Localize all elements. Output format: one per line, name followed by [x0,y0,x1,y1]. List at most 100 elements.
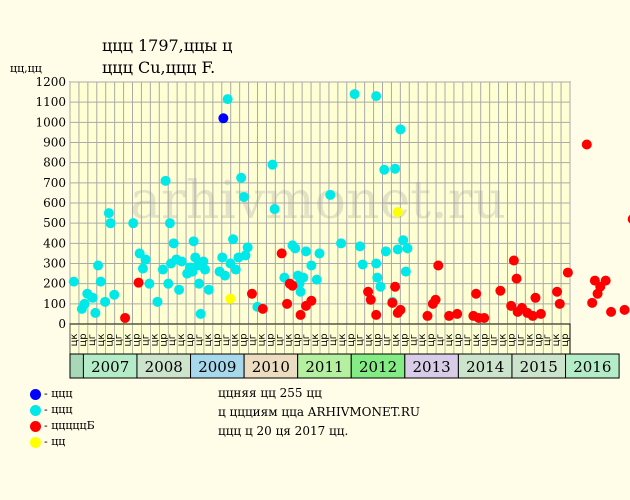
data-point [163,278,174,289]
half-year-label: цг [87,334,98,346]
y-tick-label: 700 [43,176,66,190]
legend-marker-cyan [30,405,41,416]
half-year-label: цк [96,334,107,347]
data-point [267,159,278,170]
data-point [152,296,163,307]
data-point [379,164,390,175]
data-point [380,246,391,257]
half-year-label: цр [265,333,276,346]
data-point [395,304,406,315]
data-point [554,298,565,309]
data-point [238,191,249,202]
year-label: 2009 [198,358,236,376]
half-year-label: цг [140,334,151,346]
data-point [371,309,382,320]
data-point [290,243,301,254]
half-year-label: цг [167,334,178,346]
half-year-label: цр [533,333,544,346]
data-point [363,286,374,297]
legend-label-red: - цццццБ [44,419,95,432]
y-tick-label: 300 [43,257,66,271]
data-point [298,272,309,283]
data-point [257,303,268,314]
data-point [306,295,317,306]
year-label: 2013 [413,358,451,376]
half-year-label: цг [274,334,285,346]
data-point [133,277,144,288]
data-point [198,256,209,267]
data-point [527,310,538,321]
data-point [372,272,383,283]
half-year-label: цр [212,333,223,346]
y-tick-label: 900 [43,136,66,150]
data-point [400,266,411,277]
data-point [195,308,206,319]
half-year-label: цг [381,334,392,346]
half-year-label: цг [248,334,259,346]
data-point [375,281,386,292]
data-point [168,238,179,249]
year-labels: 2007 2008 2009 2010 2011 2012 2013 2014 2015 2016 [69,353,620,379]
half-year-label: цр [131,333,142,346]
year-label: 2007 [91,358,129,376]
year-label: 2008 [145,358,183,376]
data-point [627,214,630,224]
year-label: 2010 [252,358,290,376]
data-point [300,246,311,257]
data-point [562,267,573,278]
year-cell [190,353,245,379]
y-tick-label: 800 [43,156,66,170]
data-point [137,263,148,274]
half-year-label: цк [498,334,509,347]
data-point [508,255,519,266]
half-year-label: цг [462,334,473,346]
data-point [495,285,506,296]
y-tick-label: 200 [43,277,66,291]
data-point [371,91,382,102]
y-tick-label: 500 [43,216,66,230]
data-point [387,297,398,308]
y-tick-label: 0 [58,317,66,331]
half-year-label: цр [319,333,330,346]
data-point [144,278,155,289]
y-tick-label: 600 [43,196,66,210]
data-points [68,89,630,323]
note-date: ццц ц 20 ця 2017 цц. [218,424,349,438]
data-point [120,312,131,323]
half-year-label: цг [355,334,366,346]
legend-marker-yellow [30,437,41,448]
data-point [282,298,293,309]
half-year-label: цр [453,333,464,346]
half-year-label: цр [105,333,116,346]
half-year-label: цк [176,334,187,347]
data-point [188,236,199,247]
data-point [236,172,247,183]
half-year-label: цр [399,333,410,346]
note-source: ц ццциям цца ARHIVMONET.RU [218,405,420,419]
half-year-label: цг [301,334,312,346]
y-tick-label: 1200 [35,75,66,89]
data-point [452,308,463,319]
data-point [200,264,210,275]
data-point [228,234,239,245]
half-year-label: цк [390,334,401,347]
data-point [395,124,406,135]
legend-marker-blue [30,389,41,400]
data-point [306,260,317,271]
data-point [606,306,617,317]
data-point [128,218,139,229]
half-year-label: цг [435,334,446,346]
year-label: 2011 [305,358,343,376]
data-point [398,235,409,246]
legend-label-blue: - ццц [44,387,73,400]
half-year-labels: цкцрцгцкцрцгцкцрцгцкцрцгцкцрцгцкцрцгцкцр… [69,323,571,355]
year-label: 2014 [466,358,504,376]
half-year-label: цк [337,334,348,347]
half-year-label: цр [185,333,196,346]
half-year-label: цк [524,334,535,347]
data-point [600,275,611,286]
data-point [349,89,360,100]
half-year-label: цк [283,334,294,347]
data-point [68,276,79,287]
legend-label-yellow: - цц [44,435,66,448]
